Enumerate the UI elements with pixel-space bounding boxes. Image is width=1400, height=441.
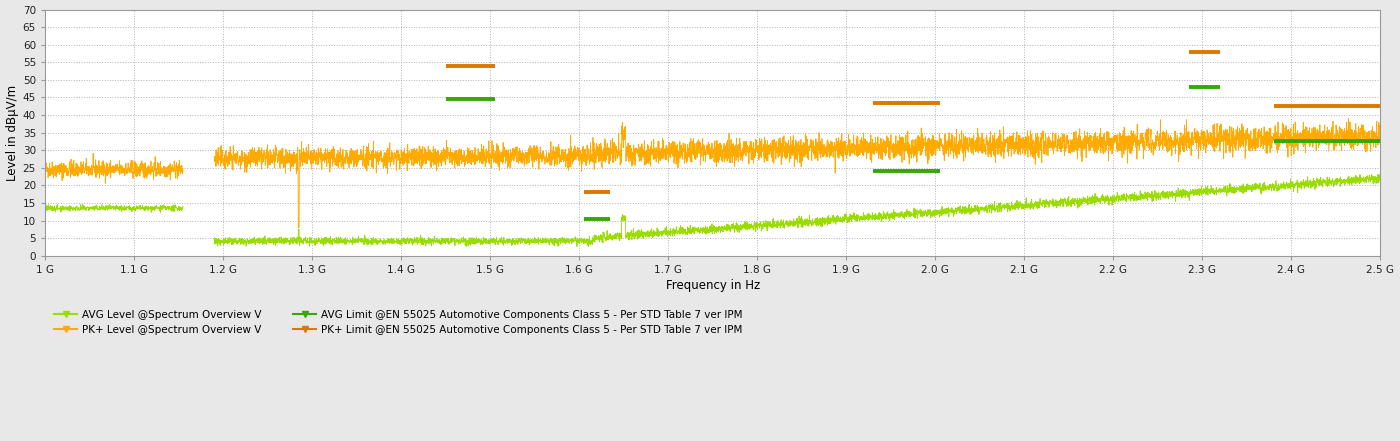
Y-axis label: Level in dBµV/m: Level in dBµV/m xyxy=(6,85,18,181)
X-axis label: Frequency in Hz: Frequency in Hz xyxy=(665,279,760,292)
Legend: AVG Level @Spectrum Overview V, PK+ Level @Spectrum Overview V, AVG Limit @EN 55: AVG Level @Spectrum Overview V, PK+ Leve… xyxy=(50,305,748,339)
